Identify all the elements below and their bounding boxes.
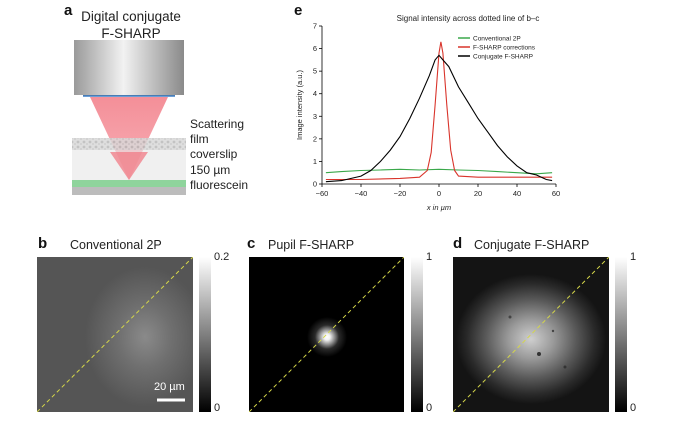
colorbar-d: [615, 257, 627, 412]
colorbar-d-max: 1: [630, 251, 637, 263]
series-line-2: [325, 41, 553, 181]
pupil-fsharp-image: [249, 257, 404, 412]
panel-c-letter: c: [247, 235, 256, 252]
panel-a-title-line1: Digital conjugate: [81, 9, 181, 24]
x-tick-label: 0: [437, 189, 441, 198]
colorbar-b-max: 0.2: [214, 251, 230, 263]
beam-in-coverslip: [110, 152, 148, 180]
legend-label-2: F-SHARP corrections: [473, 45, 536, 52]
y-axis-label: Image intensity (a.u.): [295, 69, 304, 140]
y-tick-label: 1: [313, 157, 317, 166]
chart-title: Signal intensity across dotted line of b…: [396, 14, 540, 23]
conjugate-fsharp-image: [453, 257, 609, 412]
label-coverslip: coverslip: [190, 147, 238, 162]
series-line-3: [325, 54, 553, 183]
series-line-1: [325, 168, 553, 175]
x-tick-label: −60: [316, 189, 329, 198]
conventional-2p-image: 20 µm: [37, 257, 193, 412]
y-tick-label: 2: [313, 134, 317, 143]
colorbar-d-min: 0: [630, 402, 637, 414]
panel-a-letter: a: [64, 2, 73, 19]
x-tick-label: −40: [355, 189, 368, 198]
fluorescein-layer: [72, 180, 186, 187]
x-tick-label: 40: [513, 189, 521, 198]
colorbar-b: [199, 257, 211, 412]
panel-a-title: Digital conjugate F-SHARP: [66, 8, 196, 42]
x-tick-label: 20: [474, 189, 482, 198]
scalebar-label: 20 µm: [154, 381, 185, 393]
colorbar-b-min: 0: [214, 402, 221, 414]
x-tick-label: −20: [394, 189, 407, 198]
panel-d-letter: d: [453, 235, 463, 252]
panel-d-title: Conjugate F-SHARP: [474, 238, 590, 252]
panel-c-title: Pupil F-SHARP: [268, 238, 355, 252]
label-film: film: [190, 132, 209, 147]
label-fluorescein: fluorescein: [190, 177, 249, 192]
colorbar-c: [411, 257, 423, 412]
panel-b-title: Conventional 2P: [70, 238, 162, 252]
y-tick-label: 0: [313, 180, 317, 189]
intensity-chart: −60 −40 −20 0 20 40 60 0 1 2 3 4 5 6 7 x in µm Image int…: [295, 22, 560, 213]
panel-a-title-line2: F-SHARP: [101, 26, 161, 41]
label-thickness: 150 µm: [190, 162, 231, 177]
x-axis-label: x in µm: [426, 203, 451, 212]
y-tick-label: 3: [313, 112, 317, 121]
panel-e-letter: e: [294, 2, 303, 19]
legend-label-3: Conjugate F-SHARP: [473, 54, 533, 61]
dotted-line-d: [453, 257, 609, 412]
y-tick-label: 5: [313, 67, 317, 76]
x-tick-label: 60: [552, 189, 560, 198]
y-tick-label: 6: [313, 44, 317, 53]
sample-base: [72, 187, 186, 195]
label-scattering: Scattering: [190, 117, 245, 131]
colorbar-c-max: 1: [426, 251, 433, 263]
scattering-film: [72, 138, 186, 150]
microscope-schematic: [72, 40, 186, 195]
objective-body: [74, 40, 184, 95]
y-tick-label: 7: [313, 22, 317, 31]
dotted-line-c: [249, 257, 404, 412]
layer-labels: Scattering film coverslip 150 µm fluores…: [190, 117, 248, 193]
panel-b-letter: b: [38, 235, 48, 252]
colorbar-c-min: 0: [426, 402, 433, 414]
y-tick-label: 4: [313, 89, 317, 98]
legend-label-1: Conventional 2P: [473, 36, 521, 43]
dotted-line-b: [37, 257, 193, 412]
